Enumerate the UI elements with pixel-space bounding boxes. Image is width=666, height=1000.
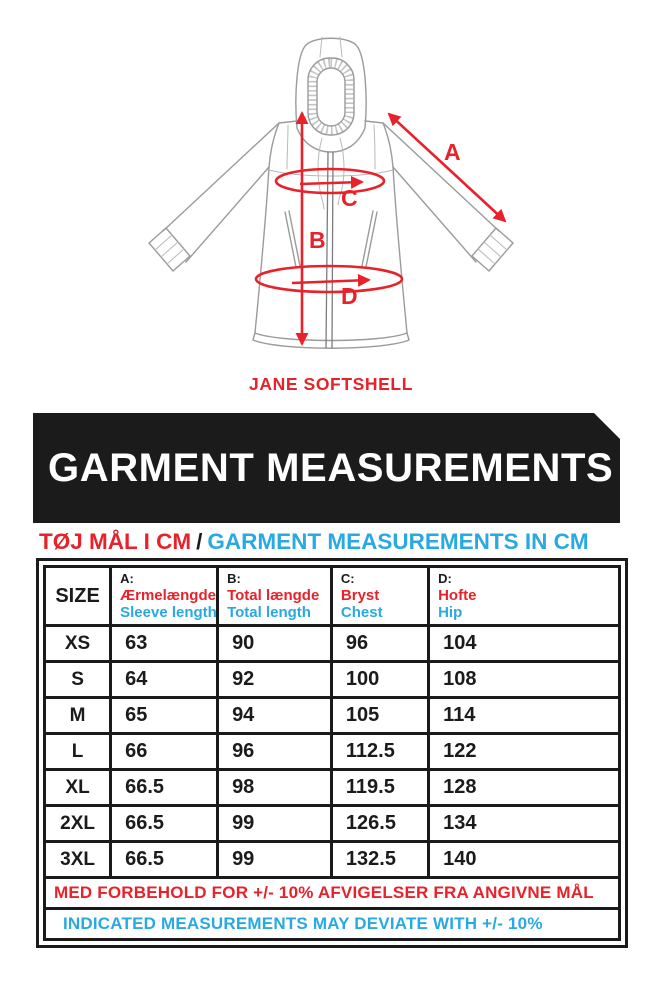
size-row-l: L 66 96 112.5 122 (42, 732, 621, 771)
measurement-c: 119.5 (329, 768, 431, 807)
jacket-zipper (325, 151, 334, 349)
size-label: 2XL (42, 804, 113, 843)
column-key: B: (227, 571, 241, 586)
size-row-s: S 64 92 100 108 (42, 660, 621, 699)
size-label: M (42, 696, 113, 735)
measurement-b: 99 (216, 840, 333, 879)
column-key: A: (120, 571, 134, 586)
column-header-a: A: Ærmelængde Sleeve length (109, 565, 220, 627)
measurement-d: 122 (427, 732, 621, 771)
measure-a-arrow (387, 112, 507, 223)
measure-c-arrow (299, 175, 364, 189)
size-row-xs: XS 63 90 96 104 (42, 624, 621, 663)
column-label-danish: Total længde (227, 587, 320, 604)
measurement-b: 96 (216, 732, 333, 771)
measurement-c: 126.5 (329, 804, 431, 843)
size-row-2xl: 2XL 66.5 99 126.5 134 (42, 804, 621, 843)
subtitle-danish: TØJ MÅL I CM (39, 529, 192, 554)
banner-title: GARMENT MEASUREMENTS (48, 445, 614, 490)
column-label-danish: Ærmelængde (120, 587, 216, 604)
measurement-a: 66.5 (109, 840, 220, 879)
footnote-english: INDICATED MEASUREMENTS MAY DEVIATE WITH … (43, 907, 621, 941)
hood-drawstrings (317, 137, 345, 210)
measurement-a: 66.5 (109, 804, 220, 843)
size-row-3xl: 3XL 66.5 99 132.5 140 (42, 840, 621, 879)
column-label-english: Sleeve length (120, 604, 217, 621)
jacket-hood (295, 36, 367, 153)
footnote-row-danish: MED FORBEHOLD FOR +/- 10% AFVIGELSER FRA… (43, 876, 621, 910)
measure-c-label: C (341, 185, 358, 211)
measurement-b: 98 (216, 768, 333, 807)
column-label-danish: Hofte (438, 587, 477, 604)
size-label: S (42, 660, 113, 699)
size-label: XL (42, 768, 113, 807)
size-chart: SIZE A: Ærmelængde Sleeve length B: Total læ… (36, 558, 628, 948)
size-row-m: M 65 94 105 114 (42, 696, 621, 735)
measure-b-label: B (309, 227, 326, 253)
jacket-body (252, 120, 410, 349)
measurement-d: 108 (427, 660, 621, 699)
measurement-c: 105 (329, 696, 431, 735)
measure-d-ellipse (254, 264, 404, 294)
column-key: D: (438, 571, 452, 586)
measurement-b: 90 (216, 624, 333, 663)
footnote-row-english: INDICATED MEASUREMENTS MAY DEVIATE WITH … (43, 907, 621, 941)
measurement-c: 100 (329, 660, 431, 699)
measurement-c: 96 (329, 624, 431, 663)
size-chart-table: SIZE A: Ærmelængde Sleeve length B: Total læ… (42, 565, 621, 941)
column-label-danish: Bryst (340, 587, 380, 604)
column-header-c: C: Bryst Chest (329, 565, 431, 627)
size-column-header: SIZE (42, 565, 113, 627)
column-label-english: Hip (438, 604, 463, 621)
measure-d-arrow (291, 273, 371, 287)
subtitle: TØJ MÅL I CM / GARMENT MEASUREMENTS IN CM (39, 529, 589, 555)
measurement-a: 63 (109, 624, 220, 663)
measure-a-label: A (444, 139, 461, 165)
measure-c-ellipse (274, 167, 386, 195)
column-label-english: Chest (340, 604, 383, 621)
header-row: SIZE A: Ærmelængde Sleeve length B: Total læ… (42, 565, 621, 627)
size-label: 3XL (42, 840, 113, 879)
measurement-annotations: A B C D (254, 111, 507, 346)
measurement-a: 64 (109, 660, 220, 699)
column-label-english: Total length (227, 604, 311, 621)
garment-diagram: A B C D (148, 36, 514, 349)
measurement-d: 114 (427, 696, 621, 735)
column-header-d: D: Hofte Hip (427, 565, 621, 627)
size-label: L (42, 732, 113, 771)
jacket-pockets (284, 210, 378, 268)
measurement-b: 94 (216, 696, 333, 735)
measurement-d: 140 (427, 840, 621, 879)
measurement-d: 128 (427, 768, 621, 807)
measurement-c: 112.5 (329, 732, 431, 771)
column-header-b: B: Total længde Total length (216, 565, 333, 627)
size-row-xl: XL 66.5 98 119.5 128 (42, 768, 621, 807)
measurement-d: 104 (427, 624, 621, 663)
measurement-d: 134 (427, 804, 621, 843)
measurement-c: 132.5 (329, 840, 431, 879)
measurement-a: 66 (109, 732, 220, 771)
measurement-b: 99 (216, 804, 333, 843)
footnote-danish: MED FORBEHOLD FOR +/- 10% AFVIGELSER FRA… (43, 876, 621, 910)
size-label: XS (42, 624, 113, 663)
measure-d-label: D (341, 283, 358, 309)
column-key: C: (340, 571, 355, 586)
measurement-b: 92 (216, 660, 333, 699)
subtitle-separator: / (196, 529, 203, 554)
product-name: JANE SOFTSHELL (249, 374, 413, 394)
measurement-a: 66.5 (109, 768, 220, 807)
measurement-a: 65 (109, 696, 220, 735)
subtitle-english: GARMENT MEASUREMENTS IN CM (207, 529, 589, 554)
title-banner: GARMENT MEASUREMENTS (33, 413, 620, 523)
